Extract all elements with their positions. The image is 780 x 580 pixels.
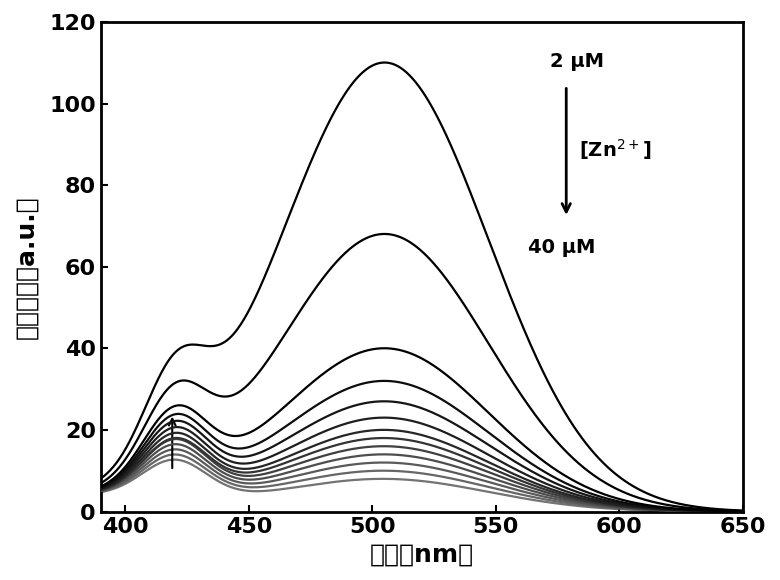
Text: 40 μM: 40 μM — [528, 238, 595, 257]
Text: 2 μM: 2 μM — [550, 52, 604, 71]
Text: [Zn$^{2+}$]: [Zn$^{2+}$] — [579, 137, 651, 162]
X-axis label: 波长（nm）: 波长（nm） — [370, 542, 473, 566]
Y-axis label: 荧光强度（a.u.）: 荧光强度（a.u.） — [14, 195, 38, 339]
